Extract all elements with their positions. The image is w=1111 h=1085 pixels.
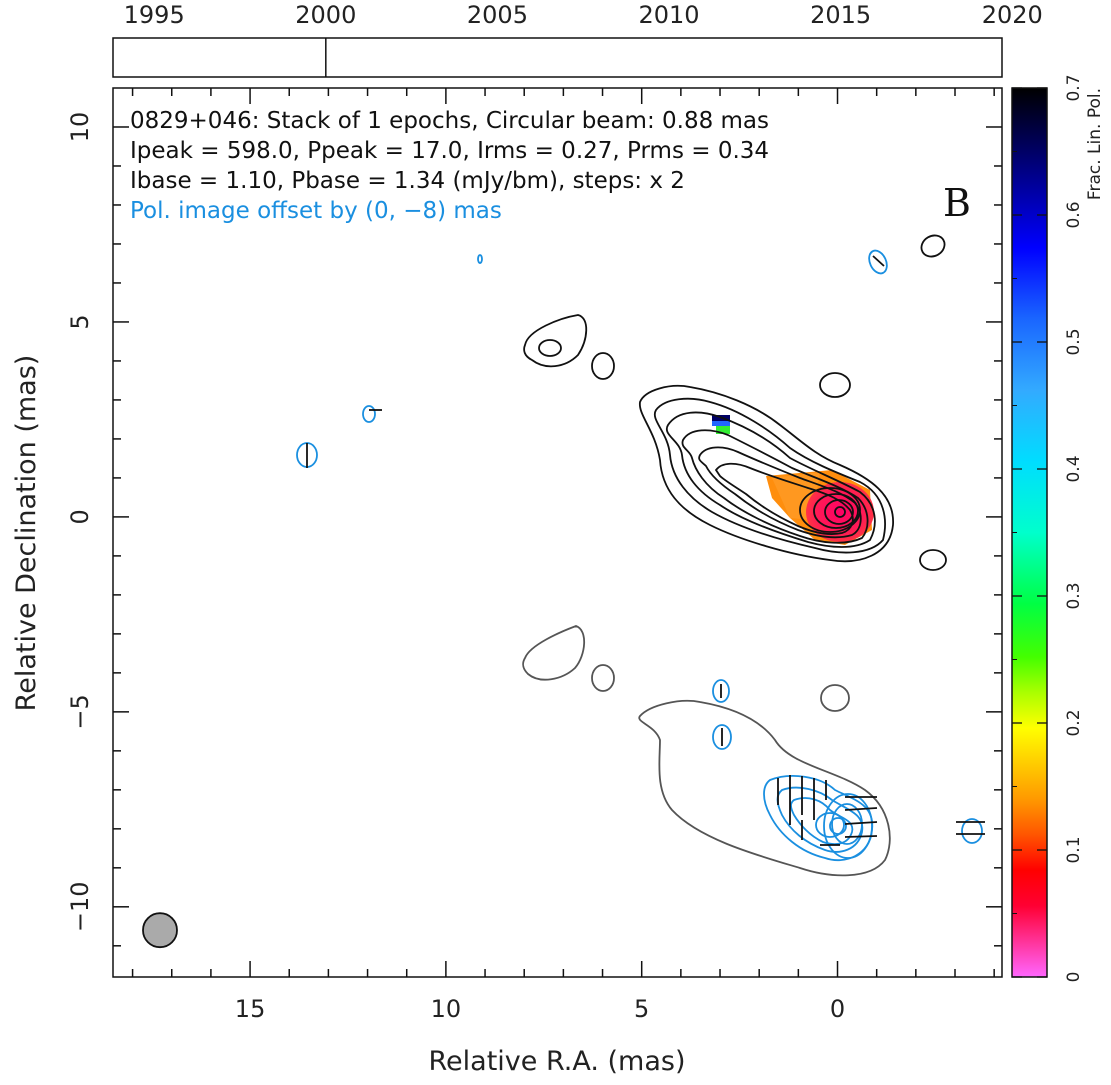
timeline-year-label: 2020 xyxy=(982,1,1043,29)
colorbar-gradient xyxy=(1011,87,1048,978)
stokes-i-blob-3 xyxy=(819,372,851,398)
x-tick-label: 10 xyxy=(431,995,462,1023)
pol-blob-c xyxy=(477,254,483,264)
stokes-i-contour-peak xyxy=(834,506,846,518)
stokes-i-offset-outer xyxy=(638,699,891,877)
frac-pol-knot-blue xyxy=(712,421,730,426)
colorbar-tick-label: 0.2 xyxy=(1064,709,1084,736)
colorbar-tick-label: 0 xyxy=(1064,972,1084,983)
pol-contour-2 xyxy=(776,786,864,853)
panel-letter: B xyxy=(943,181,971,225)
pol-contour-4 xyxy=(815,812,845,838)
pol-contour-right-1 xyxy=(823,793,873,859)
stokes-i-offset-blob-3 xyxy=(820,684,850,712)
colorbar-tick-label: 0.5 xyxy=(1064,328,1084,355)
frac-pol-knot-green xyxy=(716,426,730,434)
stokes-i-blob-5 xyxy=(919,549,947,571)
x-tick-label: 15 xyxy=(235,995,266,1023)
pol-offset-note: Pol. image offset by (0, −8) mas xyxy=(130,198,502,224)
stokes-i-contour-8 xyxy=(813,493,859,529)
colorbar: 0 0.1 0.2 0.3 0.4 0.5 0.6 0.7 Frac. Lin. Pol. xyxy=(1011,74,1105,983)
timeline-frame xyxy=(112,37,1003,78)
evpa-vectors xyxy=(306,255,985,846)
colorbar-tick-label: 0.4 xyxy=(1064,455,1084,482)
stokes-i-blob-ne xyxy=(523,314,588,368)
timeline-year-label: 2015 xyxy=(810,1,871,29)
stokes-i-contour-9 xyxy=(824,499,854,525)
annotation-line-3: Ibase = 1.10, Pbase = 1.34 (mJy/bm), ste… xyxy=(130,168,685,194)
y-tick-label: −5 xyxy=(66,694,94,729)
epoch-timeline: 1995 2000 2005 2010 2015 2020 xyxy=(112,1,1043,78)
pol-blob-e xyxy=(712,679,730,703)
pol-contour-right-2 xyxy=(831,803,863,845)
timeline-year-label: 2000 xyxy=(295,1,356,29)
y-tick-label: 10 xyxy=(66,112,94,143)
pol-contours xyxy=(296,249,983,862)
beam-ellipse xyxy=(142,912,178,949)
y-tick-label: 0 xyxy=(66,509,94,524)
stokes-i-blob-4 xyxy=(920,234,946,258)
y-tick-label: 5 xyxy=(66,314,94,329)
stokes-i-blob-ne-inner xyxy=(538,339,562,357)
stokes-i-offset-contours xyxy=(522,625,891,877)
pol-contour-5 xyxy=(829,817,847,835)
stokes-i-offset-blob-1 xyxy=(522,625,586,681)
timeline-year-label: 1995 xyxy=(124,1,185,29)
frac-pol-knot-dark xyxy=(712,415,730,422)
pol-blob-b xyxy=(362,405,376,423)
colorbar-tick-label: 0.3 xyxy=(1064,582,1084,609)
stokes-i-contour-4 xyxy=(681,429,869,544)
pol-blob-g xyxy=(961,818,983,844)
colorbar-tick-label: 0.7 xyxy=(1064,74,1084,101)
x-axis-title: Relative R.A. (mas) xyxy=(429,1046,686,1077)
pol-blob-d xyxy=(868,249,888,275)
annotation-line-1: 0829+046: Stack of 1 epochs, Circular be… xyxy=(130,108,769,134)
timeline-year-label: 2010 xyxy=(639,1,700,29)
plot-area: 15 10 5 0 10 5 0 −5 −10 0829+046: Stack of 1 epo… xyxy=(11,87,1003,1077)
y-axis-title: Relative Declination (mas) xyxy=(11,355,42,712)
x-tick-label: 5 xyxy=(634,995,649,1023)
stokes-i-contour-outer xyxy=(639,385,894,563)
timeline-year-label: 2005 xyxy=(467,1,528,29)
colorbar-tick-label: 0.6 xyxy=(1064,201,1084,228)
x-tick-label: 0 xyxy=(830,995,845,1023)
stokes-i-contour-3 xyxy=(665,411,876,548)
stokes-i-contours xyxy=(523,234,947,571)
annotation-line-2: Ipeak = 598.0, Ppeak = 17.0, Irms = 0.27… xyxy=(130,138,769,164)
colorbar-title: Frac. Lin. Pol. xyxy=(1085,88,1105,200)
stokes-i-contour-5 xyxy=(698,446,862,539)
stokes-i-blob-2 xyxy=(591,352,615,380)
colorbar-tick-label: 0.1 xyxy=(1064,836,1084,863)
pol-blob-f xyxy=(712,724,732,750)
stokes-i-contour-7 xyxy=(799,487,861,533)
stokes-i-offset-blob-2 xyxy=(591,664,615,692)
y-tick-label: −10 xyxy=(66,881,94,932)
stokes-i-contour-2 xyxy=(653,397,886,554)
